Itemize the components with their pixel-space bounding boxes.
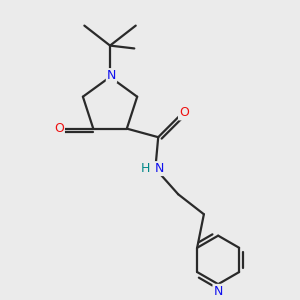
- Text: H: H: [141, 162, 150, 175]
- Text: N: N: [107, 69, 116, 82]
- Text: N: N: [155, 162, 164, 175]
- Text: N: N: [214, 285, 223, 298]
- Text: O: O: [179, 106, 189, 119]
- Text: O: O: [54, 122, 64, 135]
